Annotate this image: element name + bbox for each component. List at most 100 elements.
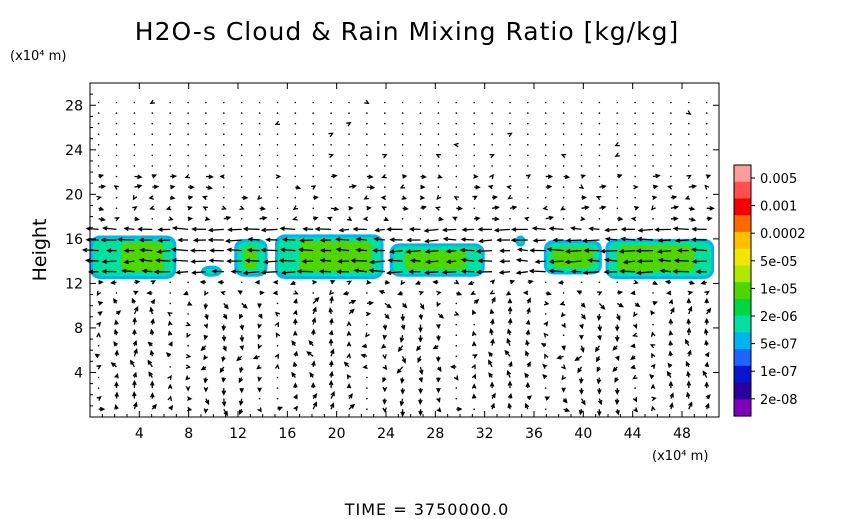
wind-vector-head [167, 320, 173, 326]
wind-vector [634, 302, 641, 308]
vector-dot [688, 165, 690, 167]
wind-vector [132, 390, 137, 399]
wind-vector [106, 248, 117, 253]
wind-vector-head [691, 184, 698, 189]
vector-dot [348, 196, 350, 199]
wind-vector [265, 237, 278, 243]
wind-vector-head [202, 206, 208, 211]
wind-vector-head [493, 227, 500, 233]
vector-dot [634, 112, 636, 114]
wind-vector-head [362, 364, 368, 370]
vector-dot [276, 302, 279, 305]
wind-vector-head [132, 328, 137, 335]
wind-vector-head [472, 354, 478, 359]
wind-vector-head [226, 258, 232, 264]
vector-dot [115, 101, 118, 104]
wind-vector-head [615, 409, 620, 416]
vector-dot [401, 165, 404, 167]
vector-dot [187, 344, 189, 347]
wind-vector-head [130, 359, 135, 365]
wind-vector [293, 393, 298, 400]
wind-vector-head [668, 330, 674, 336]
vector-dot [652, 122, 654, 125]
wind-vector-head [153, 184, 160, 190]
vector-dot [169, 144, 171, 146]
wind-vector-head [542, 205, 548, 211]
wind-vector [402, 302, 408, 309]
wind-vector-head [279, 226, 286, 231]
wind-vector [706, 216, 713, 222]
wind-vector-head [136, 184, 143, 189]
wind-vector-head [244, 258, 251, 263]
vector-dot [616, 207, 619, 210]
wind-vector [296, 269, 314, 274]
vector-dot [223, 165, 225, 167]
vector-dot [205, 122, 207, 125]
colorbar-swatch [734, 365, 751, 384]
wind-vector [496, 237, 511, 243]
wind-vector [203, 303, 209, 310]
wind-vector-head [456, 291, 463, 296]
wind-vector [686, 380, 692, 389]
wind-vector [525, 319, 531, 325]
wind-vector-shaft [500, 271, 511, 274]
vector-dot [544, 101, 547, 104]
vector-dot [366, 376, 368, 379]
wind-vector-head [372, 248, 378, 253]
vector-dot [705, 133, 708, 135]
colorbar-label: 0.0002 [760, 227, 806, 242]
wind-vector-head [403, 206, 409, 211]
wind-vector [134, 216, 140, 222]
x-unit-label: (x10⁴ m) [652, 449, 708, 464]
wind-vector-head [597, 389, 602, 395]
vector-dot [384, 112, 386, 114]
wind-vector-head [570, 269, 576, 274]
wind-vector [471, 373, 477, 380]
wind-vector-head [596, 367, 601, 373]
wind-vector [489, 153, 495, 159]
wind-vector-head [616, 315, 621, 321]
wind-vector [552, 237, 564, 243]
vector-dot [294, 165, 297, 167]
wind-vector [221, 205, 227, 210]
wind-vector [151, 403, 157, 410]
wind-vector [134, 279, 141, 285]
wind-vector [417, 356, 422, 364]
vector-dot [97, 112, 100, 114]
wind-vector-shaft [565, 260, 582, 263]
wind-vector [649, 344, 656, 349]
wind-vector [114, 217, 120, 222]
wind-vector [203, 323, 209, 329]
vector-dot [97, 133, 100, 135]
wind-vector [418, 366, 424, 376]
wind-vector-head [381, 343, 387, 349]
wind-vector [187, 216, 193, 222]
wind-vector [614, 141, 620, 147]
wind-vector-head [453, 196, 459, 201]
wind-vector [113, 341, 118, 347]
vector-dot [598, 154, 601, 157]
wind-vector-head [579, 334, 584, 340]
wind-vector-head [222, 346, 227, 352]
wind-vector-head [262, 215, 268, 221]
wind-vector [134, 184, 143, 189]
wind-vector-shaft [601, 249, 618, 252]
wind-vector [490, 402, 495, 410]
wind-vector-head [651, 205, 656, 211]
vector-dot [419, 133, 422, 135]
wind-vector [704, 339, 709, 346]
colorbar-swatch [734, 265, 751, 283]
wind-vector [366, 300, 374, 306]
wind-vector [400, 280, 406, 286]
wind-vector [617, 173, 623, 179]
vector-dot [151, 112, 154, 114]
wind-vector [416, 345, 422, 352]
wind-vector [702, 370, 708, 378]
vector-dot [652, 154, 654, 157]
wind-vector-head [85, 226, 91, 232]
wind-vector-head [546, 247, 552, 252]
wind-vector [132, 340, 138, 346]
wind-vector-head [184, 173, 191, 179]
wind-vector [507, 392, 513, 399]
vector-dot [455, 344, 458, 347]
